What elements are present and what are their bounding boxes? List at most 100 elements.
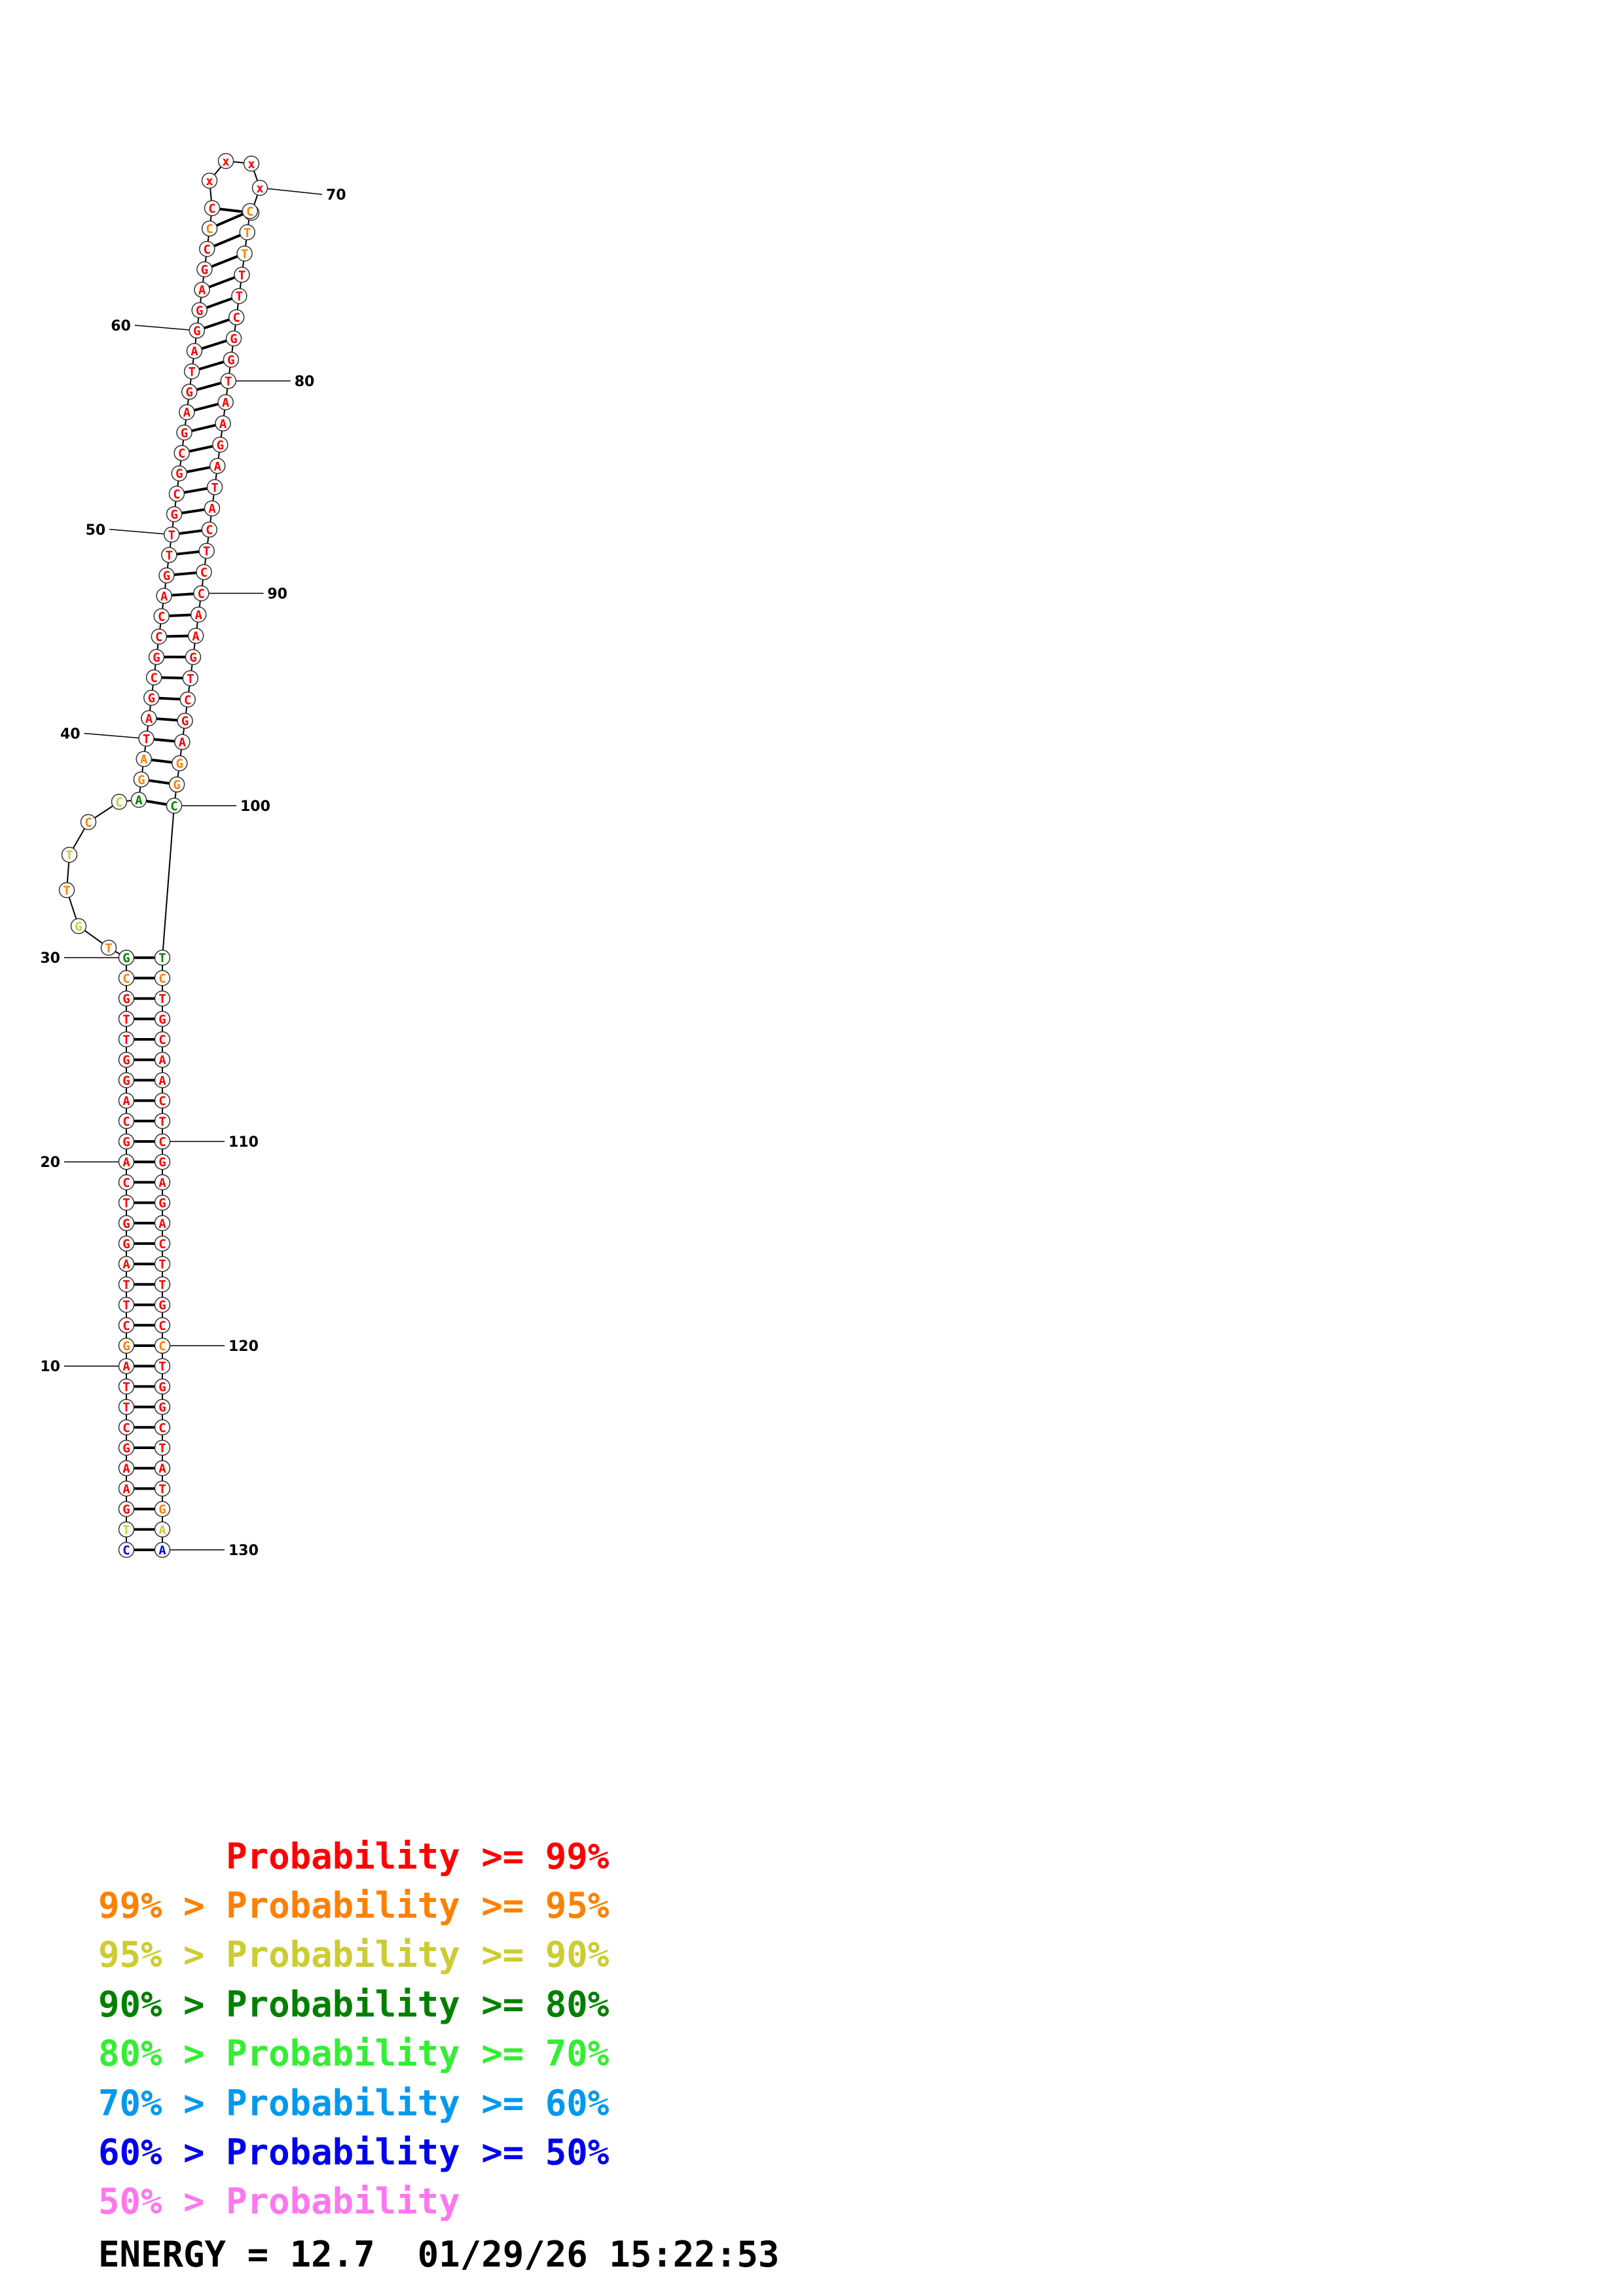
nucleotide-circle <box>80 814 97 831</box>
nucleotide: A <box>154 1541 171 1558</box>
nucleotide-circle <box>154 1174 171 1191</box>
nucleotide-letter: T <box>158 951 166 965</box>
nucleotide-circle <box>156 588 172 604</box>
nucleotide-circle <box>206 479 223 495</box>
nucleotide-circle <box>136 751 152 767</box>
backbone-segment <box>162 805 175 958</box>
nucleotide-circle <box>158 567 175 584</box>
nucleotide: A <box>118 1460 135 1477</box>
nucleotide-circle <box>118 1357 135 1374</box>
nucleotide-circle <box>154 1153 171 1170</box>
legend-prefix: 70% > <box>98 2083 227 2124</box>
nucleotide: T <box>118 1011 135 1028</box>
nucleotide: C <box>179 691 196 708</box>
nucleotide-letter: T <box>158 1482 166 1496</box>
nucleotide-circle <box>145 669 162 686</box>
nucleotide-letter: A <box>145 711 153 726</box>
nucleotide: T <box>154 1357 171 1374</box>
position-label: 30 <box>40 950 60 967</box>
nucleotide-circle <box>118 1194 135 1211</box>
nucleotide-circle <box>154 1255 171 1272</box>
nucleotide-letter: T <box>122 1278 130 1292</box>
nucleotide-letter: A <box>158 1175 166 1190</box>
nucleotide-circle <box>100 939 117 956</box>
nucleotide-circle <box>168 486 185 502</box>
nucleotide-circle <box>173 444 190 461</box>
position-tick <box>134 325 197 331</box>
nucleotide-letter: C <box>122 1175 130 1190</box>
nucleotide-circle <box>225 330 242 347</box>
nucleotide-letter: C <box>158 1319 166 1333</box>
nucleotide-letter: G <box>122 1503 130 1517</box>
nucleotide-letter: C <box>122 1421 130 1435</box>
nucleotide: T <box>234 266 250 283</box>
nucleotide: T <box>118 1399 135 1415</box>
nucleotide: T <box>231 287 247 304</box>
legend-row: 60% > Probability >= 50% <box>98 2135 609 2170</box>
nucleotide: G <box>118 949 135 966</box>
nucleotide: C <box>193 585 210 601</box>
nucleotide-circle <box>186 342 203 359</box>
nucleotide-circle <box>118 1337 135 1354</box>
nucleotide: x <box>243 155 260 172</box>
nucleotide-circle <box>118 1174 135 1191</box>
position-label: 20 <box>40 1155 60 1171</box>
nucleotide-circle <box>118 1215 135 1232</box>
nucleotide: T <box>118 1297 135 1313</box>
nucleotide-letter: G <box>230 332 237 346</box>
nucleotide-circle <box>176 424 192 441</box>
nucleotide: C <box>118 970 135 986</box>
nucleotide-letter: C <box>158 971 166 986</box>
nucleotide-circle <box>154 1194 171 1211</box>
nucleotide: C <box>154 1092 171 1109</box>
nucleotide-letter: G <box>163 569 170 583</box>
nucleotide-circle <box>118 1399 135 1415</box>
nucleotide: A <box>154 1521 171 1538</box>
nucleotide: C <box>154 1235 171 1252</box>
nucleotide-letter: T <box>122 1401 130 1415</box>
legend-prefix: 80% > <box>98 2033 227 2074</box>
position-label: 110 <box>228 1134 259 1151</box>
position-label: 90 <box>267 586 287 603</box>
nucleotide: C <box>168 486 185 502</box>
nucleotide: G <box>172 755 188 772</box>
legend-row: 99% > Probability >= 95% <box>98 1888 609 1924</box>
nucleotide-letter: G <box>122 1237 130 1251</box>
nucleotide-letter: T <box>187 672 194 686</box>
nucleotide-circle <box>154 970 171 986</box>
nucleotide-letter: A <box>140 753 148 767</box>
nucleotide-letter: C <box>170 799 177 814</box>
nucleotide-circle <box>153 608 170 624</box>
nucleotide: C <box>166 797 183 814</box>
nucleotide-circle <box>168 776 185 793</box>
nucleotide-letter: C <box>122 971 130 986</box>
nucleotide-letter: C <box>158 1339 166 1354</box>
nucleotide: G <box>154 1378 171 1395</box>
nucleotide-circle <box>193 585 210 601</box>
nucleotide-letter: T <box>166 548 173 563</box>
nucleotide-letter: C <box>158 1135 166 1149</box>
nucleotide: G <box>118 1215 135 1232</box>
nucleotide-letter: T <box>168 528 175 543</box>
nucleotide-circle <box>223 351 240 368</box>
nucleotide: T <box>182 670 199 687</box>
nucleotide-letter: A <box>195 608 203 622</box>
nucleotide: T <box>58 882 75 899</box>
nucleotide-circle <box>181 384 198 400</box>
nucleotide-letter: C <box>246 204 253 219</box>
nucleotide: G <box>118 1235 135 1252</box>
nucleotide: C <box>151 628 168 645</box>
nucleotide: G <box>168 776 185 793</box>
nucleotide: A <box>118 1092 135 1109</box>
nucleotide-letter: G <box>193 324 200 338</box>
nucleotide-letter: T <box>122 1013 130 1027</box>
nucleotide: T <box>183 363 200 380</box>
nucleotide-circle <box>194 281 210 298</box>
nucleotide: G <box>158 567 175 584</box>
legend-row: 90% > Probability >= 80% <box>98 1987 609 2022</box>
nucleotide: T <box>154 1276 171 1293</box>
nucleotide-letter: A <box>179 736 187 750</box>
nucleotide-circle <box>118 1255 135 1272</box>
position-label: 40 <box>60 726 81 742</box>
